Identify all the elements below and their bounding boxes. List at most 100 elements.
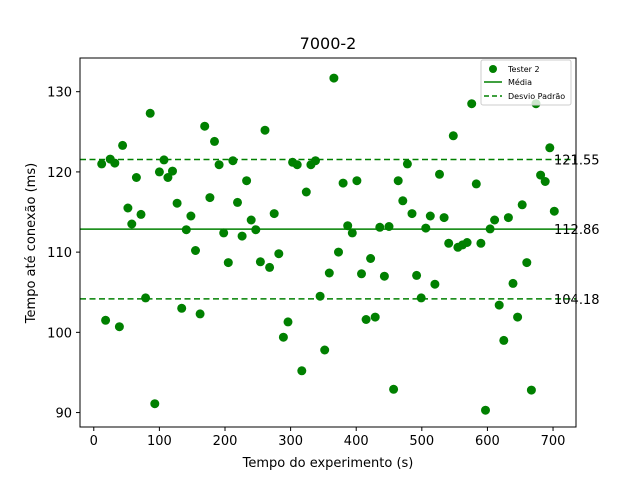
data-point	[260, 125, 270, 135]
data-point	[214, 160, 224, 170]
data-point	[476, 238, 486, 248]
data-point	[490, 215, 500, 225]
data-point	[283, 317, 293, 327]
data-point	[315, 291, 325, 301]
ref-label-lower: 104.18	[554, 293, 600, 308]
data-point	[195, 309, 205, 319]
data-point	[145, 108, 155, 118]
data-point	[159, 155, 169, 165]
data-point	[439, 213, 449, 223]
x-axis: 0 100 200 300 400 500 600 700	[90, 427, 566, 449]
y-tick-label: 120	[47, 166, 72, 181]
data-point	[118, 140, 128, 150]
y-axis-title: Tempo até conexão (ms)	[24, 163, 39, 324]
data-point	[526, 385, 536, 395]
data-point	[375, 222, 385, 232]
data-point	[181, 225, 191, 235]
data-point	[233, 197, 242, 207]
data-point	[324, 268, 334, 278]
data-point	[127, 219, 137, 229]
data-point	[219, 228, 229, 238]
data-point	[141, 293, 151, 303]
y-tick-label: 130	[47, 86, 72, 101]
data-point	[150, 399, 160, 409]
data-point	[485, 224, 495, 234]
data-point	[251, 225, 261, 235]
data-point	[412, 270, 422, 280]
data-point	[301, 187, 311, 197]
plot-area	[80, 73, 576, 415]
data-point	[320, 345, 330, 355]
data-point	[334, 247, 343, 257]
data-point	[384, 222, 394, 231]
data-point	[191, 246, 200, 255]
data-point	[467, 99, 477, 109]
data-point	[471, 179, 481, 189]
data-point	[444, 238, 454, 248]
y-tick-label: 100	[47, 326, 72, 341]
data-point	[292, 160, 302, 170]
plot-frame	[79, 57, 577, 428]
data-point	[172, 198, 182, 208]
data-point	[210, 136, 219, 146]
data-point	[311, 156, 320, 166]
x-tick-label: 300	[278, 434, 303, 449]
data-point	[242, 176, 252, 186]
data-point	[536, 170, 546, 180]
data-point	[177, 303, 187, 313]
x-axis-title: Tempo do experimento (s)	[242, 456, 414, 471]
data-point	[97, 159, 107, 169]
x-tick-label: 200	[213, 434, 238, 449]
y-tick-label: 90	[55, 407, 72, 422]
x-tick-label: 500	[409, 434, 434, 449]
data-point	[481, 405, 490, 415]
x-tick-label: 600	[475, 434, 500, 449]
data-point	[379, 271, 389, 281]
ref-label-upper: 121.55	[554, 153, 600, 168]
data-point	[101, 315, 111, 325]
data-point	[338, 178, 348, 188]
data-point	[131, 173, 141, 182]
x-tick-label: 400	[344, 434, 369, 449]
data-point	[494, 300, 504, 310]
legend-box	[480, 59, 572, 106]
data-point	[123, 203, 133, 213]
data-point	[297, 366, 307, 376]
data-point	[278, 332, 288, 342]
data-point	[154, 167, 164, 177]
data-point	[269, 209, 279, 219]
legend-label-std: Desvio Padrão	[508, 92, 565, 101]
data-point	[114, 322, 124, 332]
data-point	[407, 209, 417, 219]
data-point	[168, 166, 177, 176]
data-point	[228, 156, 238, 166]
x-tick-label: 100	[147, 434, 172, 449]
y-axis: 90 100 110 120 130	[47, 86, 80, 422]
data-point	[265, 262, 275, 272]
legend-label-tester: Tester 2	[507, 65, 540, 74]
data-point	[366, 254, 376, 263]
ref-label-mean: 112.86	[554, 223, 600, 238]
x-tick-label: 700	[541, 434, 566, 449]
legend-label-mean: Média	[508, 77, 532, 87]
data-point	[545, 143, 555, 153]
data-point	[237, 231, 247, 241]
data-point	[435, 169, 444, 179]
data-point	[110, 158, 120, 168]
data-point	[540, 177, 550, 186]
data-point	[462, 238, 472, 247]
data-point	[393, 176, 403, 186]
data-point	[503, 213, 513, 223]
data-point	[274, 249, 284, 259]
data-point	[205, 193, 215, 203]
data-point	[370, 312, 380, 322]
data-point	[421, 223, 431, 233]
data-point	[448, 131, 458, 141]
x-tick-label: 0	[90, 434, 98, 449]
data-point	[425, 211, 435, 221]
legend: Tester 2 Média Desvio Padrão	[480, 59, 572, 106]
data-point	[549, 206, 559, 216]
data-point	[402, 159, 412, 169]
data-point	[246, 215, 256, 225]
data-point	[357, 269, 366, 279]
